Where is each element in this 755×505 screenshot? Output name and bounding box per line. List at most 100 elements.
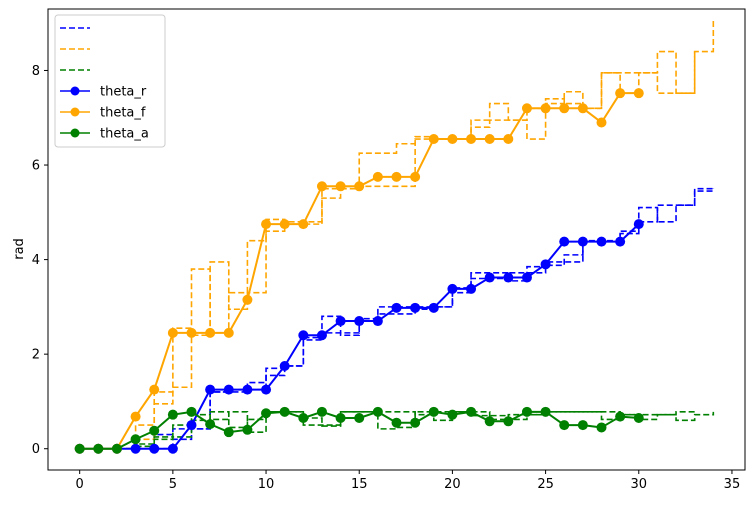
plot-area <box>74 18 715 454</box>
x-tick-label-30: 30 <box>630 477 647 492</box>
x-tick-label-15: 15 <box>351 477 368 492</box>
point-theta_r-4 <box>149 443 160 454</box>
point-theta_r-27 <box>577 236 588 247</box>
point-theta_a-21 <box>466 406 477 417</box>
point-theta_f-25 <box>540 103 551 114</box>
point-theta_a-3 <box>130 434 141 445</box>
point-theta_f-26 <box>559 103 570 114</box>
point-theta_a-11 <box>279 406 290 417</box>
point-theta_a-20 <box>447 409 458 420</box>
point-theta_r-9 <box>242 384 253 395</box>
point-theta_f-4 <box>149 384 160 395</box>
point-theta_f-17 <box>391 171 402 182</box>
legend-marker-4 <box>70 107 80 117</box>
point-theta_f-24 <box>521 103 532 114</box>
x-tick-label-35: 35 <box>724 477 741 492</box>
y-tick-label-0: 0 <box>32 442 40 457</box>
point-theta_a-5 <box>167 409 178 420</box>
point-theta_a-6 <box>186 406 197 417</box>
point-theta_a-14 <box>335 412 346 423</box>
point-theta_r-3 <box>130 443 141 454</box>
point-theta_a-19 <box>428 406 439 417</box>
x-tick-label-20: 20 <box>444 477 461 492</box>
point-theta_a-26 <box>559 420 570 431</box>
dashed-series-1 <box>154 188 715 450</box>
legend-label-4: theta_f <box>100 106 146 121</box>
point-theta_r-20 <box>447 283 458 294</box>
point-theta_f-3 <box>130 411 141 422</box>
point-theta_r-11 <box>279 360 290 371</box>
point-theta_a-8 <box>223 427 234 438</box>
point-theta_r-8 <box>223 384 234 395</box>
dashed-series-5 <box>135 411 696 448</box>
point-theta_r-30 <box>633 219 644 230</box>
point-theta_r-12 <box>298 330 309 341</box>
point-theta_a-29 <box>615 411 626 422</box>
legend-label-5: theta_a <box>100 127 149 142</box>
point-theta_f-5 <box>167 327 178 338</box>
point-theta_r-28 <box>596 236 607 247</box>
point-theta_a-28 <box>596 422 607 433</box>
point-theta_f-16 <box>372 171 383 182</box>
point-theta_f-29 <box>615 88 626 99</box>
point-theta_a-7 <box>205 419 216 430</box>
point-theta_f-18 <box>410 171 421 182</box>
point-theta_r-5 <box>167 443 178 454</box>
point-theta_f-14 <box>335 181 346 192</box>
point-theta_a-23 <box>503 416 514 427</box>
point-theta_a-13 <box>316 406 327 417</box>
point-theta_r-25 <box>540 259 551 270</box>
point-theta_r-13 <box>316 330 327 341</box>
y-tick-label-2: 2 <box>32 348 40 363</box>
point-theta_f-20 <box>447 134 458 145</box>
point-theta_a-10 <box>261 408 272 419</box>
point-theta_a-9 <box>242 424 253 435</box>
x-tick-label-10: 10 <box>258 477 275 492</box>
axes: 0 5 10 15 20 25 30 35 0 2 4 6 8 <box>32 8 746 492</box>
x-tick-label-5: 5 <box>169 477 177 492</box>
point-theta_f-11 <box>279 219 290 230</box>
point-theta_a-15 <box>354 412 365 423</box>
point-theta_r-16 <box>372 316 383 327</box>
point-theta_f-10 <box>261 219 272 230</box>
point-theta_f-23 <box>503 134 514 145</box>
point-theta_a-2 <box>111 443 122 454</box>
legend-box <box>54 14 166 148</box>
y-tick-label-8: 8 <box>32 64 40 79</box>
point-theta_a-30 <box>633 412 644 423</box>
point-theta_f-30 <box>633 88 644 99</box>
point-theta_f-13 <box>316 181 327 192</box>
legend-marker-3 <box>70 86 80 96</box>
point-theta_r-29 <box>615 236 626 247</box>
point-theta_f-21 <box>466 134 477 145</box>
y-axis-label: rad <box>12 238 27 260</box>
point-theta_r-10 <box>261 384 272 395</box>
point-theta_r-15 <box>354 316 365 327</box>
legend-marker-5 <box>70 128 80 138</box>
point-theta_r-14 <box>335 316 346 327</box>
point-theta_a-4 <box>149 425 160 436</box>
point-theta_a-27 <box>577 420 588 431</box>
point-theta_r-7 <box>205 384 216 395</box>
point-theta_f-6 <box>186 327 197 338</box>
point-theta_r-24 <box>521 272 532 283</box>
point-theta_r-18 <box>410 302 421 313</box>
point-theta_r-21 <box>466 283 477 294</box>
legend: theta_r theta_f theta_a <box>54 14 166 148</box>
point-theta_a-0 <box>74 443 85 454</box>
x-tick-label-25: 25 <box>537 477 554 492</box>
point-theta_a-1 <box>93 443 104 454</box>
point-theta_a-18 <box>410 417 421 428</box>
point-theta_a-24 <box>521 406 532 417</box>
point-theta_f-27 <box>577 103 588 114</box>
x-tick-label-0: 0 <box>76 477 84 492</box>
point-theta_f-15 <box>354 181 365 192</box>
point-theta_a-22 <box>484 416 495 427</box>
y-tick-label-6: 6 <box>32 159 40 174</box>
point-theta_a-17 <box>391 417 402 428</box>
point-theta_f-19 <box>428 134 439 145</box>
point-theta_f-7 <box>205 327 216 338</box>
legend-label-3: theta_r <box>100 85 147 100</box>
point-theta_f-9 <box>242 294 253 305</box>
